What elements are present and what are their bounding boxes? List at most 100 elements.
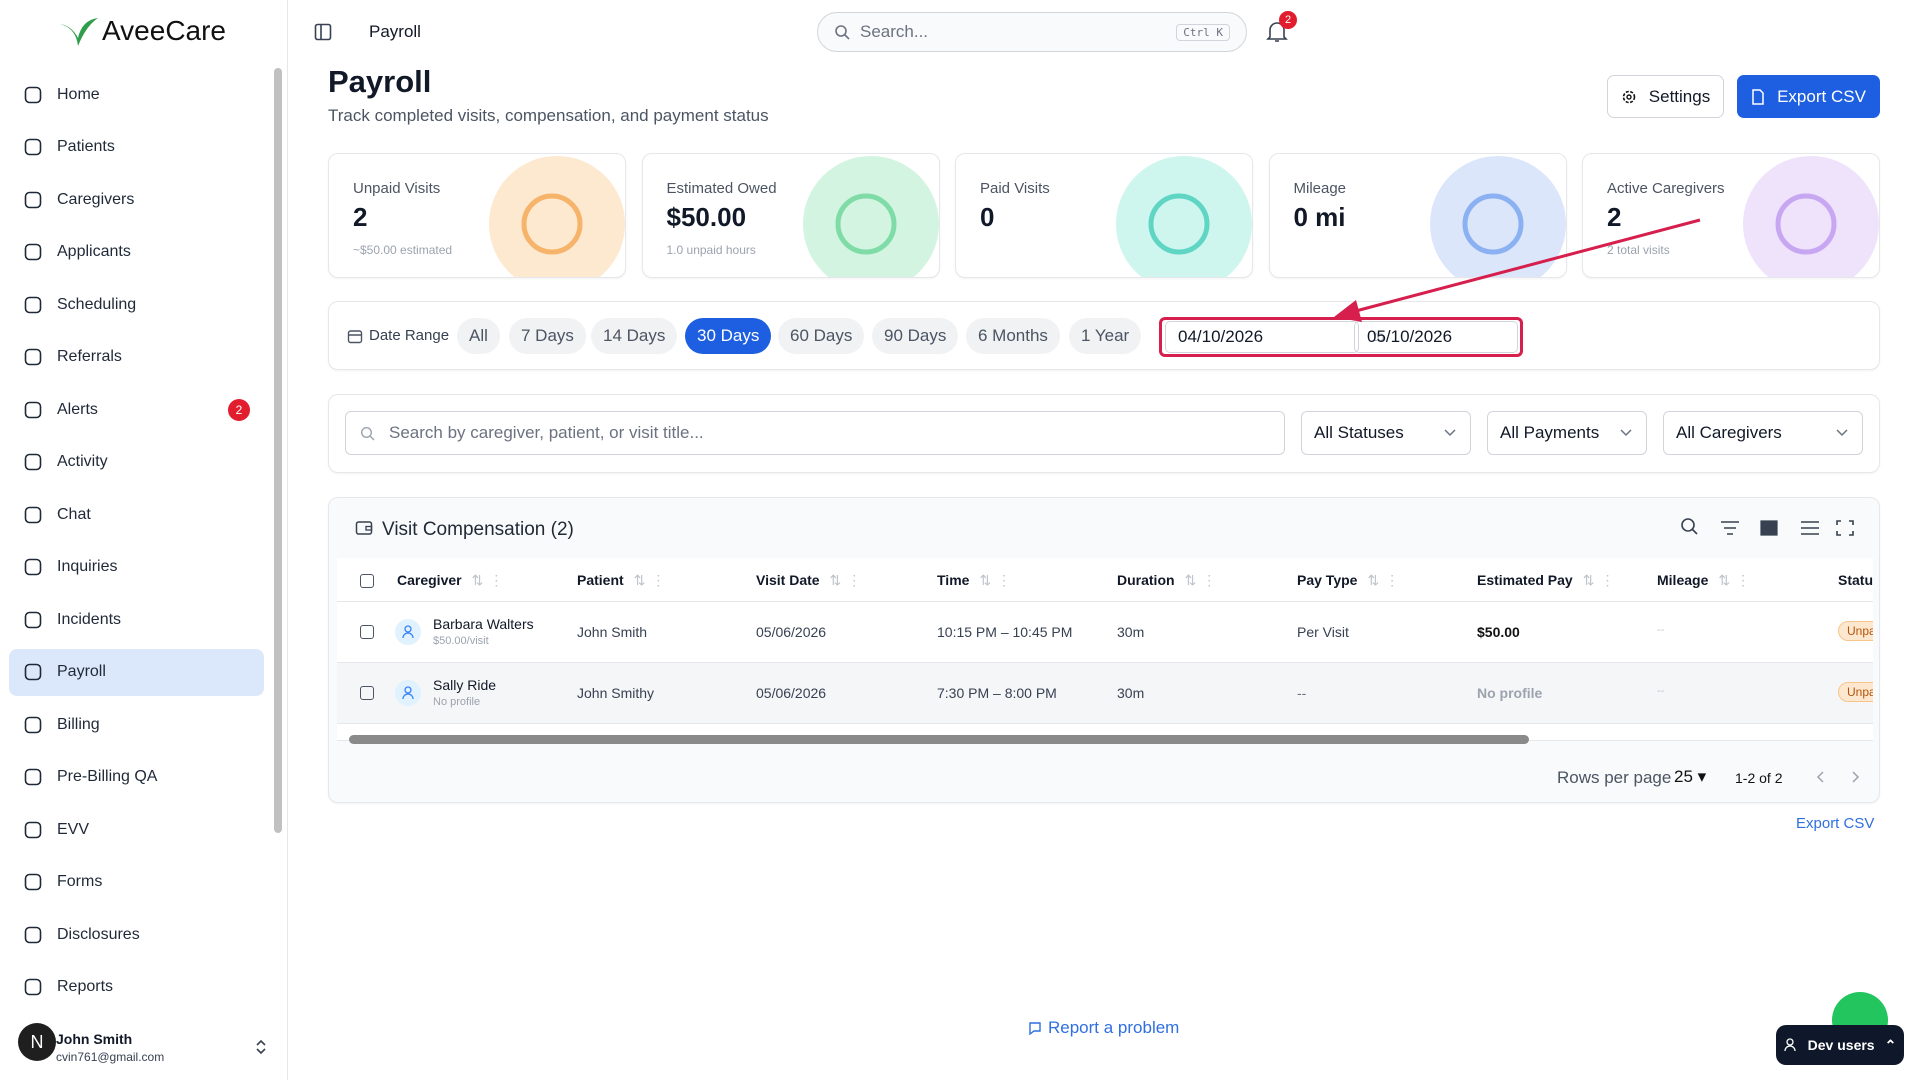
scrollbar — [274, 68, 282, 833]
pager[interactable] — [1813, 769, 1863, 785]
nav-item[interactable]: Caregivers — [9, 176, 264, 223]
caregiver-name: Barbara Walters — [433, 616, 534, 632]
caregiver-note: $50.00/visit — [433, 635, 489, 647]
stat-label: Paid Visits — [980, 180, 1050, 197]
range-option[interactable]: 30 Days — [685, 318, 772, 354]
nav-label: Patients — [57, 138, 115, 155]
user-menu-toggle[interactable] — [254, 1038, 268, 1056]
nav-item[interactable]: Activity — [9, 439, 264, 486]
caregiver-avatar — [395, 680, 421, 706]
nav-item[interactable]: Reports — [9, 964, 264, 1011]
filter-select[interactable]: All Statuses — [1301, 411, 1471, 455]
range-option[interactable]: 6 Months — [966, 318, 1060, 354]
date-to-word: to — [1373, 328, 1385, 344]
sidebar: AveeCare Home Patients Caregivers Applicant… — [0, 0, 288, 1080]
column-title: Time — [937, 572, 970, 588]
global-search[interactable]: Search... Ctrl K — [817, 12, 1247, 52]
date: 05/06/2026 — [756, 624, 827, 640]
sort-menu: ⇅⋮ — [1582, 571, 1621, 588]
date-to[interactable]: 05/10/2026 — [1354, 321, 1518, 353]
table-row[interactable]: Sally Ride No profile John Smithy 05/06/202… — [337, 663, 1873, 724]
date-range-label: Date Range — [369, 327, 450, 344]
date-to-value: 05/10/2026 — [1367, 327, 1453, 346]
stat-label: Mileage — [1293, 180, 1347, 197]
table-row[interactable]: Barbara Walters $50.00/visit John Smith 05/… — [337, 602, 1873, 663]
report-problem[interactable]: Report a problem — [1028, 1018, 1179, 1038]
column-header[interactable]: Estimated Pay ⇅⋮ — [1477, 558, 1620, 602]
nav-item[interactable]: Incidents — [9, 596, 264, 643]
nav-icon — [24, 611, 42, 628]
export-link[interactable]: Export CSV — [1796, 815, 1875, 832]
nav-item[interactable]: Forms — [9, 859, 264, 906]
avatar[interactable]: N — [18, 1023, 56, 1061]
nav-label: Referrals — [57, 348, 122, 365]
row-checkbox[interactable] — [360, 686, 374, 700]
nav-item[interactable]: Payroll — [9, 648, 264, 696]
nav-icon — [24, 716, 42, 733]
nav-item[interactable]: Alerts 2 — [9, 386, 264, 433]
range-option[interactable]: 1 Year — [1069, 318, 1142, 354]
nav-item[interactable]: Disclosures — [9, 911, 264, 958]
row-checkbox[interactable] — [360, 625, 374, 639]
date: 05/06/2026 — [756, 685, 827, 701]
logo[interactable]: AveeCare — [56, 14, 226, 48]
range-option[interactable]: 14 Days — [591, 318, 678, 354]
column-header[interactable]: Pay Type ⇅⋮ — [1297, 558, 1405, 602]
nav-label: Forms — [57, 873, 103, 890]
nav-label: Incidents — [57, 610, 122, 628]
range-option[interactable]: 90 Days — [872, 318, 959, 354]
column-header[interactable]: Patient ⇅⋮ — [577, 558, 671, 602]
nav-item[interactable]: Pre-Billing QA — [9, 754, 264, 801]
sort-menu: ⇅⋮ — [1184, 571, 1223, 588]
rows-per-page[interactable]: 25 ▾ — [1674, 767, 1707, 786]
nav-icon — [24, 453, 42, 471]
column-title: Visit Date — [756, 572, 820, 588]
nav-item[interactable]: EVV — [9, 806, 264, 853]
data-grid: Caregiver ⇅⋮ Patient ⇅⋮ Visit Date ⇅⋮ Time ⇅⋮ Du… — [337, 558, 1873, 740]
column-header[interactable]: Mileage ⇅⋮ — [1657, 558, 1756, 602]
filter-select-label: All Statuses — [1314, 423, 1404, 442]
stat-card: Active Caregivers 2 2 total visits — [1582, 153, 1880, 278]
column-title: Estimated Pay — [1477, 572, 1573, 588]
nav-icon — [24, 768, 42, 786]
search-placeholder: Search... — [860, 22, 929, 41]
chevron — [1444, 429, 1456, 437]
nav-item[interactable]: Scheduling — [9, 281, 264, 328]
filter-select[interactable]: All Payments — [1487, 411, 1647, 455]
select-all[interactable] — [360, 574, 374, 588]
logo-icon — [60, 18, 98, 46]
nav-icon — [24, 926, 42, 943]
column-header[interactable]: Status — [1838, 558, 1873, 602]
date-from[interactable]: 04/10/2026 — [1165, 321, 1359, 353]
stat-value: 0 mi — [1293, 202, 1346, 232]
chevron — [1836, 429, 1848, 437]
range-option[interactable]: 60 Days — [778, 318, 865, 354]
nav-icon — [24, 558, 42, 576]
range-option[interactable]: All — [457, 318, 500, 354]
sort-menu: ⇅⋮ — [979, 571, 1018, 588]
settings-button[interactable]: Settings — [1607, 75, 1724, 118]
date-range-card: Date Range 04/10/2026 to 05/10/2026 All 7… — [328, 301, 1880, 370]
column-header[interactable]: Duration ⇅⋮ — [1117, 558, 1222, 602]
nav-item[interactable]: Home — [9, 71, 264, 118]
nav-item[interactable]: Applicants — [9, 229, 264, 276]
stat-card: Estimated Owed $50.00 1.0 unpaid hours — [641, 153, 940, 278]
column-header[interactable]: Caregiver ⇅⋮ — [397, 558, 509, 602]
table-tools[interactable] — [1679, 516, 1859, 540]
column-header[interactable]: Time ⇅⋮ — [937, 558, 1017, 602]
nav-icon — [24, 296, 42, 313]
visit-search[interactable]: Search by caregiver, patient, or visit t… — [345, 411, 1285, 455]
nav-item[interactable]: Patients — [9, 124, 264, 171]
filter-select[interactable]: All Caregivers — [1663, 411, 1863, 455]
export-label: Export CSV — [1777, 86, 1866, 106]
dev-users[interactable]: Dev users ⌃ — [1776, 1025, 1904, 1065]
nav-item[interactable]: Referrals — [9, 334, 264, 381]
stat-value: 2 — [353, 202, 368, 232]
export-button[interactable]: Export CSV — [1737, 75, 1880, 118]
column-header[interactable]: Visit Date ⇅⋮ — [756, 558, 867, 602]
nav-item[interactable]: Inquiries — [9, 544, 264, 591]
nav-item[interactable]: Billing — [9, 701, 264, 748]
range-option[interactable]: 7 Days — [509, 318, 586, 354]
sidebar-toggle[interactable] — [314, 23, 332, 41]
nav-item[interactable]: Chat — [9, 491, 264, 538]
